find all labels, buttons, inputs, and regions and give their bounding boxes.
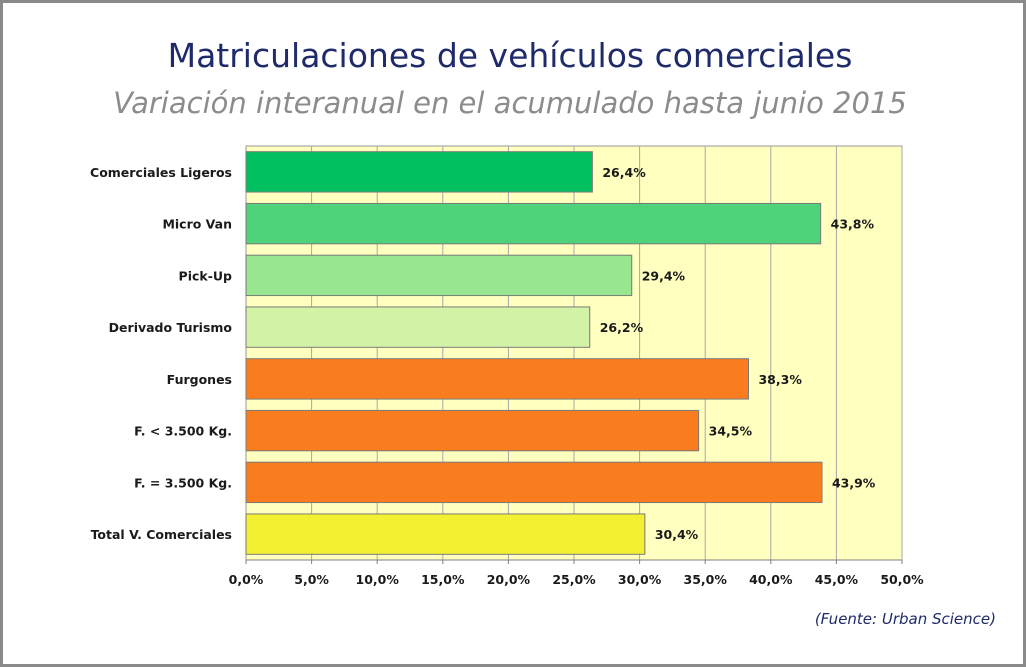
data-label: 34,5% [709,424,753,439]
x-tick-label: 45,0% [815,572,859,587]
chart-subtitle: Variación interanual en el acumulado has… [113,86,907,120]
bar [245,202,822,245]
bar [245,151,593,193]
data-label: 30,4% [655,527,699,542]
x-tick-label: 10,0% [356,572,400,587]
x-tick-label: 5,0% [294,572,329,587]
data-label: 43,9% [832,475,876,490]
x-tick-label: 0,0% [229,572,264,587]
chart-title: Matriculaciones de vehículos comerciales [167,36,853,75]
bar [245,358,749,400]
category-label: Total V. Comerciales [91,527,232,542]
data-label: 26,4% [602,165,646,180]
x-tick-label: 20,0% [487,572,531,587]
x-tick-label: 35,0% [684,572,728,587]
bar [245,513,646,555]
category-label: Derivado Turismo [109,320,233,335]
category-label: Furgones [167,372,232,387]
x-tick-label: 40,0% [749,572,793,587]
bar [245,254,633,297]
x-tick-label: 15,0% [421,572,465,587]
category-label: Pick-Up [179,268,233,283]
category-label: F. = 3.500 Kg. [134,475,232,490]
x-tick-label: 30,0% [618,572,662,587]
bar [245,461,823,504]
data-label: 29,4% [642,268,686,283]
bar [245,306,591,348]
data-label: 38,3% [758,372,802,387]
category-label: Micro Van [162,217,232,232]
data-label: 26,2% [600,320,644,335]
x-tick-label: 25,0% [552,572,596,587]
data-label: 43,8% [831,217,875,232]
source-note: (Fuente: Urban Science) [814,610,996,628]
category-label: F. < 3.500 Kg. [134,424,232,439]
x-tick-label: 50,0% [880,572,924,587]
bar [245,409,700,452]
category-label: Comerciales Ligeros [90,165,232,180]
